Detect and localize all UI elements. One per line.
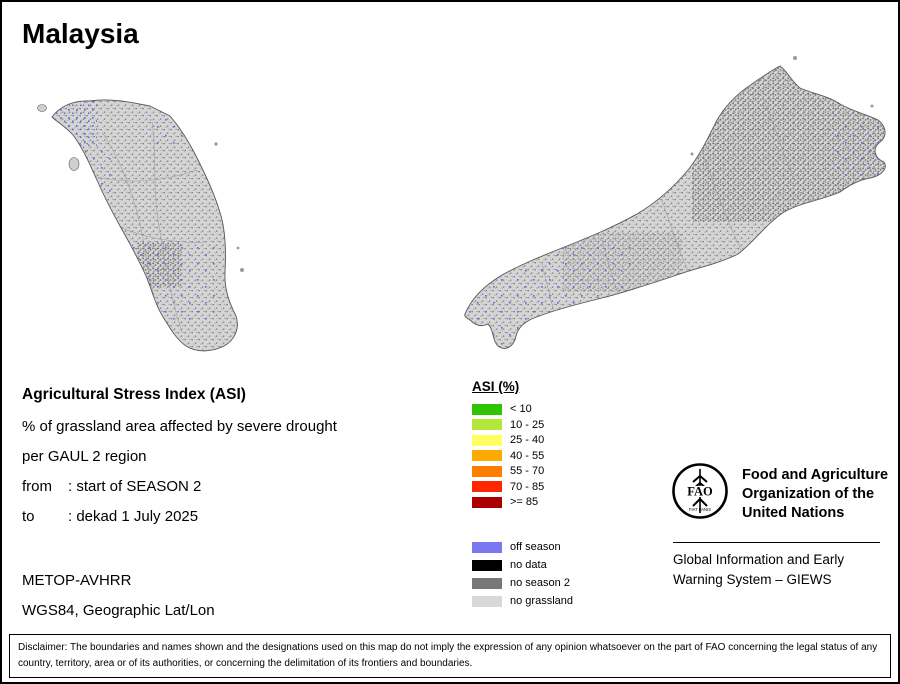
asi-heading: Agricultural Stress Index (ASI) [22,386,246,403]
legend-swatch [472,434,502,446]
legend-swatch [472,403,502,415]
legend-label: no season 2 [510,577,570,589]
legend-label: 55 - 70 [510,465,545,477]
legend-label: no grassland [510,595,573,607]
giews-line: Warning System – GIEWS [673,572,832,587]
to-label: to [22,508,35,525]
fao-logo-icon: FAO FIAT PANIS [672,463,728,519]
legend-row: no data [472,559,573,571]
projection-name: WGS84, Geographic Lat/Lon [22,602,215,619]
legend-label: 25 - 40 [510,434,545,446]
legend-swatch [472,595,502,607]
legend-row: < 10 [472,403,573,415]
legend-swatch [472,541,502,553]
legend-swatch [472,450,502,461]
legend-label: 10 - 25 [510,418,545,431]
to-value: : dekad 1 July 2025 [68,508,199,525]
legend-row: 25 - 40 [472,434,573,446]
asi-region-level: per GAUL 2 region [22,448,147,465]
legend-label: 70 - 85 [510,480,545,493]
disclaimer-box: Disclaimer: The boundaries and names sho… [9,634,891,678]
legend-label: 40 - 55 [510,449,545,462]
fao-org-line: Organization of the [742,486,875,502]
legend-row: no season 2 [472,577,573,589]
page-title: Malaysia [22,18,139,49]
east-malaysia-map [464,56,886,349]
disclaimer-text: Disclaimer: The boundaries and names sho… [18,642,878,669]
legend-extra-classes: off season no data no season 2 no grassl… [472,541,573,607]
from-value: : start of SEASON 2 [68,478,202,495]
legend-swatch [472,481,502,492]
legend-row: off season [472,541,573,553]
peninsular-malaysia-map [37,99,244,352]
legend-row: no grassland [472,595,573,607]
legend-row: 55 - 70 [472,465,573,477]
period-from: from : start of SEASON 2 [22,478,201,495]
fao-org-name: Food and Agriculture Organization of the… [742,466,888,523]
legend: ASI (%) < 10 10 - 25 25 - 40 40 - 55 55 … [472,379,573,613]
legend-title: ASI (%) [472,379,520,394]
sensor-name: METOP-AVHRR [22,572,132,589]
legend-swatch [472,577,502,589]
legend-label: off season [510,541,561,553]
asi-description: % of grassland area affected by severe d… [22,418,337,435]
legend-swatch [472,559,502,571]
from-label: from [22,478,52,495]
legend-label: < 10 [510,403,532,415]
legend-row: >= 85 [472,496,573,508]
fao-org-line: Food and Agriculture [742,467,889,483]
legend-label: no data [510,559,547,571]
giews-name: Global Information and Early Warning Sys… [673,550,844,590]
period-to: to : dekad 1 July 2025 [22,508,198,525]
legend-asi-classes: < 10 10 - 25 25 - 40 40 - 55 55 - 70 70 … [472,403,573,508]
legend-row: 10 - 25 [472,419,573,431]
fao-logo-motto: FIAT PANIS [689,507,711,512]
fao-logo-text: FAO [687,485,713,499]
legend-row: 40 - 55 [472,450,573,462]
fao-org-line: United Nations [742,505,845,521]
giews-line: Global Information and Early [673,552,845,567]
legend-swatch [472,496,502,508]
fao-divider [673,542,880,543]
legend-label: >= 85 [510,496,539,508]
legend-row: 70 - 85 [472,481,573,493]
legend-swatch [472,465,502,477]
legend-swatch [472,419,502,430]
